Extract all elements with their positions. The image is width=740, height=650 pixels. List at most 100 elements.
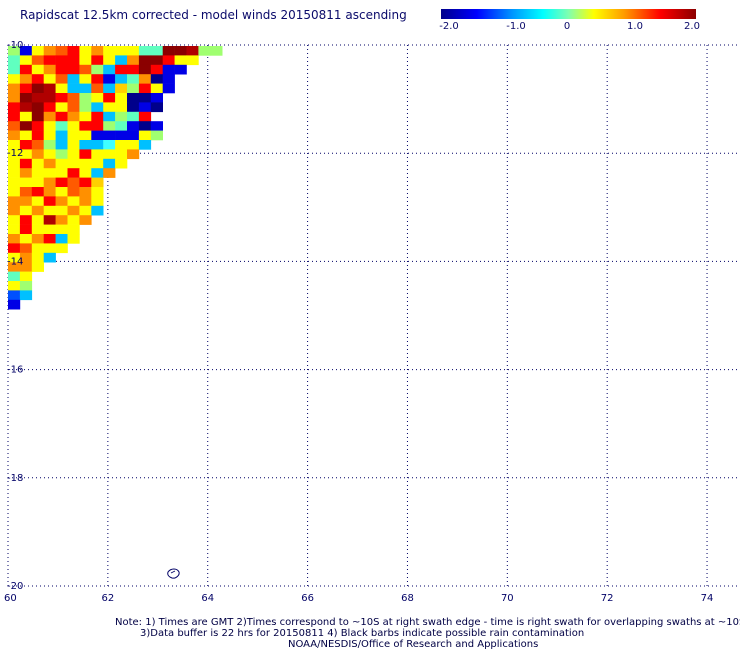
wind-difference-cell: [91, 158, 104, 169]
wind-difference-cell: [55, 46, 68, 56]
wind-difference-cell: [67, 140, 80, 150]
wind-difference-cell: [138, 121, 152, 131]
wind-difference-cell: [91, 74, 104, 84]
wind-difference-cell: [19, 74, 33, 84]
wind-difference-cell: [43, 93, 56, 103]
wind-difference-cell: [8, 46, 21, 56]
wind-difference-cell: [91, 168, 104, 178]
wind-difference-cell: [67, 121, 80, 131]
wind-difference-cell: [127, 130, 140, 141]
wind-difference-cell: [103, 158, 116, 169]
wind-difference-cell: [31, 149, 44, 160]
wind-difference-cell: [115, 55, 128, 66]
wind-difference-cell: [79, 130, 92, 141]
wind-difference-cell: [43, 187, 56, 197]
wind-difference-cell: [67, 224, 80, 235]
wind-difference-cell: [43, 234, 56, 244]
wind-difference-cell: [67, 111, 80, 122]
wind-difference-cell: [174, 55, 187, 66]
wind-difference-cell: [79, 177, 92, 188]
longitude-label: 62: [101, 593, 114, 604]
wind-difference-cell: [8, 168, 21, 178]
wind-difference-cell: [127, 93, 140, 103]
wind-difference-cell: [138, 111, 152, 122]
wind-difference-cell: [55, 130, 68, 141]
wind-difference-cell: [19, 83, 33, 94]
wind-difference-cell: [91, 93, 104, 103]
wind-difference-cell: [103, 111, 116, 122]
wind-difference-cell: [150, 102, 163, 113]
wind-difference-cell: [198, 46, 211, 56]
wind-difference-cell: [43, 205, 56, 216]
wind-difference-cell: [55, 102, 68, 113]
wind-difference-cell: [174, 46, 187, 56]
wind-difference-cell: [8, 234, 21, 244]
wind-difference-cells: [8, 46, 223, 310]
wind-difference-cell: [19, 196, 33, 207]
wind-difference-cell: [55, 234, 68, 244]
wind-difference-cell: [31, 205, 44, 216]
wind-difference-cell: [19, 93, 33, 103]
wind-difference-cell: [115, 149, 128, 160]
wind-difference-cell: [19, 168, 33, 178]
wind-difference-cell: [138, 74, 152, 84]
wind-difference-cell: [19, 215, 33, 225]
wind-difference-cell: [91, 196, 104, 207]
wind-difference-cell: [115, 46, 128, 56]
wind-difference-cell: [115, 140, 128, 150]
wind-difference-cell: [19, 177, 33, 188]
colorbar-tick-label: 2.0: [684, 21, 700, 32]
wind-difference-cell: [8, 243, 21, 254]
wind-difference-cell: [67, 102, 80, 113]
wind-difference-cell: [8, 290, 21, 301]
wind-difference-cell: [8, 55, 21, 66]
wind-difference-cell: [127, 149, 140, 160]
wind-difference-cell: [55, 177, 68, 188]
wind-difference-cell: [31, 93, 44, 103]
wind-difference-cell: [103, 46, 116, 56]
wind-difference-cell: [43, 158, 56, 169]
wind-difference-cell: [19, 130, 33, 141]
wind-difference-cell: [43, 74, 56, 84]
colorbar: -2.0 -1.0 0 1.0 2.0: [439, 9, 700, 33]
wind-difference-cell: [19, 205, 33, 216]
wind-difference-cell: [150, 46, 163, 56]
wind-difference-cell: [8, 121, 21, 131]
colorbar-gradient: [441, 9, 696, 19]
wind-difference-cell: [79, 215, 92, 225]
wind-difference-cell: [55, 93, 68, 103]
wind-difference-cell: [79, 158, 92, 169]
wind-difference-cell: [127, 55, 140, 66]
wind-difference-cell: [162, 46, 175, 56]
wind-difference-cell: [79, 140, 92, 150]
wind-difference-cell: [43, 64, 56, 75]
wind-difference-cell: [31, 187, 44, 197]
wind-difference-cell: [79, 187, 92, 197]
wind-difference-cell: [31, 102, 44, 113]
map-title: Rapidscat 12.5km corrected - model winds…: [20, 8, 407, 22]
wind-difference-cell: [19, 271, 33, 282]
wind-difference-cell: [138, 83, 152, 94]
wind-difference-cell: [8, 177, 21, 188]
graticule: [7, 44, 737, 587]
wind-difference-cell: [186, 46, 199, 56]
wind-difference-cell: [31, 224, 44, 235]
wind-difference-cell: [31, 262, 44, 272]
wind-difference-cell: [43, 55, 56, 66]
wind-difference-cell: [150, 64, 163, 75]
wind-difference-cell: [31, 140, 44, 150]
wind-difference-cell: [127, 121, 140, 131]
wind-difference-cell: [138, 102, 152, 113]
wind-difference-cell: [127, 83, 140, 94]
wind-difference-cell: [162, 64, 175, 75]
wind-difference-cell: [55, 121, 68, 131]
wind-difference-cell: [79, 74, 92, 84]
wind-difference-cell: [43, 252, 56, 263]
wind-difference-cell: [43, 83, 56, 94]
wind-difference-cell: [8, 224, 21, 235]
wind-difference-cell: [103, 149, 116, 160]
wind-difference-cell: [19, 243, 33, 254]
wind-difference-cell: [115, 111, 128, 122]
latitude-label: -16: [7, 365, 23, 376]
